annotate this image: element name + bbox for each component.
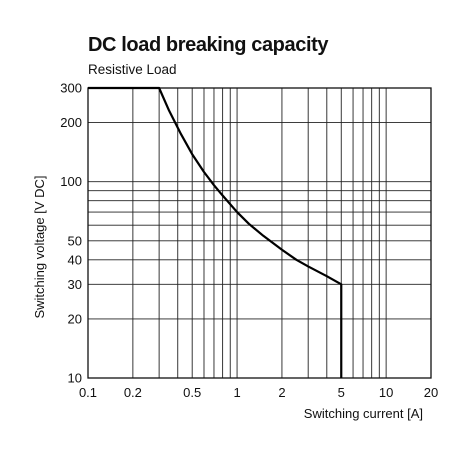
y-tick-label: 30 bbox=[68, 277, 82, 292]
series-layer bbox=[88, 86, 343, 378]
x-tick-label: 0.5 bbox=[183, 385, 201, 400]
breaking-capacity-curve bbox=[88, 86, 343, 378]
horizontal-gridlines bbox=[88, 87, 431, 379]
x-tick-label: 2 bbox=[278, 385, 285, 400]
x-axis-label: Switching current [A] bbox=[304, 406, 423, 421]
x-tick-label: 5 bbox=[338, 385, 345, 400]
y-tick-label: 10 bbox=[68, 371, 82, 386]
chart-title: DC load breaking capacity bbox=[88, 34, 329, 56]
x-tick-label: 0.1 bbox=[79, 385, 97, 400]
x-tick-label: 10 bbox=[379, 385, 393, 400]
y-tick-labels: 10 20 30 40 50 100 200 300 bbox=[60, 81, 82, 386]
plot-frame bbox=[87, 87, 432, 379]
y-tick-label: 20 bbox=[68, 311, 82, 326]
y-tick-label: 40 bbox=[68, 252, 82, 267]
y-tick-label: 100 bbox=[60, 174, 82, 189]
y-tick-label: 200 bbox=[60, 115, 82, 130]
x-tick-label: 0.2 bbox=[124, 385, 142, 400]
y-axis-label: Switching voltage [V DC] bbox=[32, 175, 47, 318]
x-tick-labels: 0.1 0.2 0.5 1 2 5 10 20 bbox=[79, 385, 438, 400]
x-tick-label: 1 bbox=[233, 385, 240, 400]
y-tick-label: 300 bbox=[60, 81, 82, 96]
y-tick-label: 50 bbox=[68, 233, 82, 248]
chart-subtitle: Resistive Load bbox=[88, 62, 177, 77]
x-tick-label: 20 bbox=[424, 385, 438, 400]
